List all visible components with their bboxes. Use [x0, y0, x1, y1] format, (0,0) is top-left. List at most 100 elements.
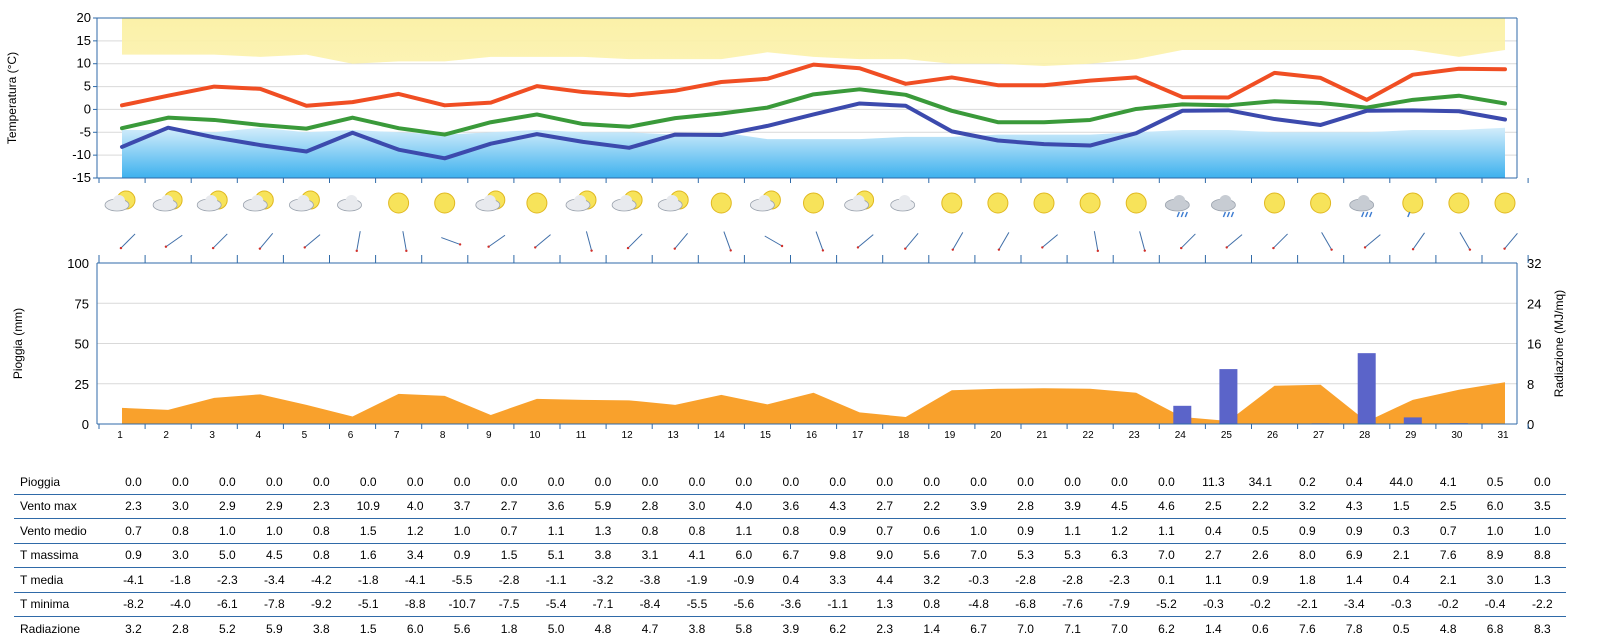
- table-cell: 9.0: [861, 543, 909, 568]
- temp-y-tick-label: 5: [84, 79, 91, 94]
- weather-icon-sun: [987, 192, 1009, 214]
- table-row: T massima 0.9 3.0 5.0 4.5 0.8 1.6 3.4 0.9 1.5 5.1 3…: [14, 543, 1566, 568]
- table-cell: 5.6: [908, 543, 956, 568]
- table-cell: -2.2: [1518, 592, 1566, 617]
- table-cell: 2.8: [172, 621, 189, 636]
- rain-x-tick-label: 10: [529, 430, 541, 441]
- table-cell: 1.1: [1189, 567, 1237, 593]
- wind-arrow: [1093, 231, 1099, 251]
- temp-y-tick-label: 20: [77, 10, 91, 25]
- rain-x-tick-label: 7: [394, 430, 400, 441]
- wind-arrow-head: [1330, 248, 1333, 251]
- wind-arrow: [441, 237, 461, 245]
- wind-arrow-head: [856, 246, 860, 249]
- rain-x-tick-label: 30: [1451, 430, 1463, 441]
- table-row: T media -4.1 -1.8 -2.3 -3.4 -4.2 -1.8 -4.1 -5.5-…: [14, 567, 1566, 593]
- cloud-puff: [1173, 195, 1186, 207]
- table-cell: 3.0: [156, 494, 204, 519]
- table-cell: 0.6: [908, 518, 956, 544]
- sun-icon: [388, 192, 410, 214]
- table-cell: 0.0: [1142, 470, 1190, 495]
- wind-arrow: [1412, 232, 1425, 250]
- weather-icon-rain-cloud: [1211, 195, 1236, 218]
- table-cell: -4.8: [955, 592, 1003, 617]
- wind-arrow-head: [904, 247, 907, 250]
- table-cell: 3.4: [391, 543, 439, 568]
- table-cell: -7.6: [1049, 592, 1097, 617]
- sun-icon: [1448, 192, 1470, 214]
- temp-y-tick-label: -5: [79, 124, 91, 139]
- table-cell: 0.9: [1236, 567, 1284, 593]
- table-cell: 0.0: [720, 470, 768, 495]
- radiation-y-tick-label: 32: [1527, 256, 1541, 271]
- table-cell: 2.7: [485, 494, 533, 519]
- table-cell: 6.0: [720, 543, 768, 568]
- rain-drop-icon: [1407, 211, 1411, 218]
- wind-arrow-head: [1363, 246, 1367, 249]
- table-cell: -4.1: [110, 567, 157, 593]
- table-cell: -5.1: [344, 592, 392, 617]
- temperature-chart: 20 15 10 5 0 -5 -10 -15 Temperatura (°C): [5, 10, 1529, 185]
- table-cell: 3.9: [1049, 494, 1097, 519]
- sun-icon: [434, 192, 456, 214]
- wind-arrow-head: [780, 244, 784, 248]
- table-cell: -2.3: [1096, 567, 1143, 593]
- table-cell: 0.0: [203, 470, 251, 495]
- table-cell: -0.4: [1471, 592, 1519, 617]
- rain-x-tick-label: 12: [622, 430, 634, 441]
- weather-icon-sun-cloud: [657, 190, 689, 212]
- table-cell: 4.6: [1142, 494, 1190, 519]
- table-cell: -2.8: [485, 567, 533, 593]
- table-cell: 0.9: [1002, 518, 1050, 544]
- weather-icon-cloud-sun: [844, 190, 875, 212]
- table-row-label: T media: [14, 567, 110, 593]
- wind-arrow: [120, 233, 136, 249]
- rain-bar: [1173, 405, 1192, 424]
- wind-arrow: [534, 234, 551, 248]
- table-cell: -0.9: [720, 567, 768, 593]
- table-cell: 0.0: [1049, 470, 1097, 495]
- table-cell: 0.9: [438, 543, 486, 568]
- weather-icon-sun-cloud: [611, 190, 643, 212]
- table-cell: 1.4: [923, 621, 941, 636]
- radiation-y-tick-label: 0: [1527, 417, 1534, 432]
- weather-icon-sun: [1310, 192, 1332, 214]
- table-cell: 10.9: [344, 494, 392, 519]
- sun-icon: [803, 192, 824, 214]
- table-cell: 2.8: [626, 494, 674, 519]
- upper-climate-band: [122, 18, 1505, 66]
- wind-arrow: [857, 234, 874, 248]
- sun-icon: [1310, 192, 1332, 214]
- table-row-label: Vento medio: [14, 518, 110, 544]
- table-cell: 2.5: [1424, 494, 1472, 519]
- wind-arrow-head: [951, 248, 954, 251]
- table-cell: 2.1: [1424, 567, 1472, 593]
- table-cell: 5.0: [203, 543, 251, 568]
- cloud-puff: [852, 195, 865, 207]
- wind-arrow-head: [1411, 247, 1415, 251]
- table-cell: 5.8: [735, 621, 753, 636]
- radiation-y-tick-label: 24: [1527, 296, 1541, 311]
- weather-icon-sun: [1494, 192, 1516, 214]
- table-row-label: T minima: [14, 592, 110, 617]
- weather-icon-sun-drop: [1402, 192, 1424, 218]
- rain-y-tick-label: 75: [75, 296, 89, 311]
- cloud-puff: [758, 195, 771, 207]
- table-cell: 2.5: [1189, 494, 1237, 519]
- table-cell: 2.2: [1236, 494, 1284, 519]
- rain-bar: [1403, 417, 1422, 424]
- wind-arrow-head: [534, 246, 537, 249]
- table-cell: 0.0: [673, 470, 721, 495]
- weather-icon-sun-cloud: [750, 190, 781, 212]
- wind-arrow: [165, 234, 183, 248]
- table-cell: 1.1: [720, 518, 768, 544]
- table-cell: 1.1: [532, 518, 580, 544]
- weather-icon-cloud-sun: [152, 190, 183, 212]
- snow-flake-icon: [1176, 211, 1180, 218]
- wind-arrow: [1459, 232, 1471, 250]
- rain-x-tick-label: 29: [1405, 430, 1417, 441]
- temp-y-tick-label: -10: [72, 147, 91, 162]
- table-cell: -4.2: [297, 567, 345, 593]
- table-cell: 1.4: [1330, 567, 1378, 593]
- cloud-puff: [345, 195, 358, 207]
